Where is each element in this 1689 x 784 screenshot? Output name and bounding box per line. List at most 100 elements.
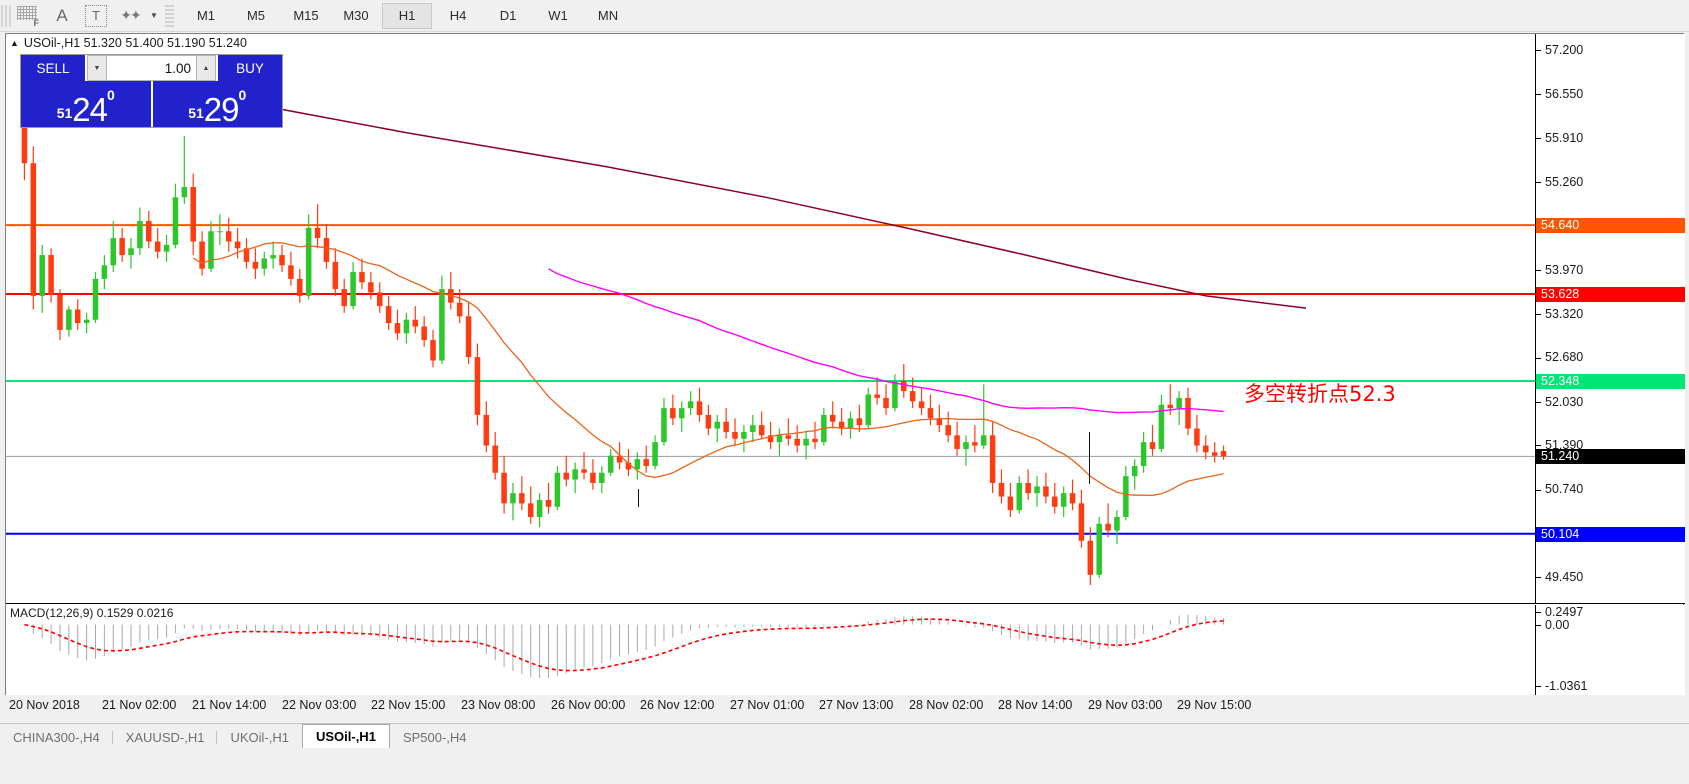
resistance-level-tag[interactable]: 54.640 [1536,218,1685,234]
macd-tick: 0.2497 [1536,605,1583,619]
time-axis-label: 26 Nov 12:00 [640,698,715,712]
buy-button[interactable]: BUY [218,55,282,81]
sell-price-sup: 0 [107,87,115,103]
time-axis: 20 Nov 2018 21 Nov 02:00 21 Nov 14:00 22 No… [5,697,1684,717]
main-toolbar: F A T ✦✦ ▼ M1 M5 M15 M30 H1 H4 D1 W1 MN [0,0,1689,32]
macd-series [24,614,1225,679]
price-plot-area[interactable] [6,34,1535,603]
price-tick: 50.740 [1536,482,1583,496]
macd-label: MACD(12,26,9) 0.1529 0.0216 [10,606,174,620]
tab-separator [216,731,218,744]
chart-annotation: 多空转折点52.3 [1244,382,1396,406]
price-marker-line [638,489,639,507]
time-axis-label: 27 Nov 01:00 [730,698,805,712]
price-tick: 53.320 [1536,307,1583,321]
chart-tab-label: XAUUSD-,H1 [125,730,205,745]
price-tick: 49.450 [1536,570,1583,584]
pivot-level-tag[interactable]: 52.348 [1536,374,1685,390]
time-axis-label: 21 Nov 14:00 [192,698,267,712]
timeframe-group: M1 M5 M15 M30 H1 H4 D1 W1 MN [182,2,632,29]
volume-decrease-icon[interactable]: ▼ [87,55,107,81]
timeframe-m15[interactable]: M15 [293,8,319,23]
time-axis-label: 28 Nov 14:00 [998,698,1073,712]
toolbar-grip[interactable] [1,4,11,27]
price-tick: 52.030 [1536,395,1583,409]
chart-header: ▲ USOil-,H1 51.320 51.400 51.190 51.240 [10,36,247,50]
timeframe-m1[interactable]: M1 [196,8,216,23]
timeframe-h1[interactable]: H1 [382,2,432,29]
timeframe-h4[interactable]: H4 [449,8,467,23]
collapse-triangle-icon[interactable]: ▲ [10,38,19,48]
chart-tab-label: UKOil-,H1 [230,730,289,745]
chart-symbol-ohlc: USOil-,H1 51.320 51.400 51.190 51.240 [23,36,247,50]
current-price-tag[interactable]: 51.240 [1536,449,1685,465]
objects-wand-icon[interactable]: ✦✦ [120,7,142,23]
text-label-icon[interactable]: A [56,5,68,25]
one-click-trading-panel[interactable]: SELL ▼ 1.00 ▲ BUY 51 24 0 51 [20,54,283,128]
time-axis-label: 29 Nov 03:00 [1088,698,1163,712]
macd-axis[interactable]: 0.2497 0.00 -1.0361 [1535,605,1685,695]
time-axis-label: 23 Nov 08:00 [461,698,536,712]
price-tick: 55.910 [1536,131,1583,145]
candlestick-series [6,60,1535,585]
support-level-tag[interactable]: 50.104 [1536,526,1685,542]
price-marker-line [1089,432,1090,484]
buy-price-box[interactable]: 51 29 0 [152,81,282,128]
chart-tab-sp500[interactable]: SP500-,H4 [390,727,480,748]
occ-controls-row: SELL ▼ 1.00 ▲ BUY [21,55,282,81]
sell-price-main: 24 [72,91,108,128]
chart-tab-label: USOil-,H1 [315,729,376,744]
toolbar-separator [165,4,174,27]
volume-input[interactable]: 1.00 [107,55,196,81]
text-box-icon[interactable]: T [79,3,113,29]
price-tick: 52.680 [1536,350,1583,364]
buy-price-prefix: 51 [188,105,204,121]
volume-increase-icon[interactable]: ▲ [196,55,216,81]
time-axis-label: 22 Nov 15:00 [371,698,446,712]
time-axis-label: 22 Nov 03:00 [282,698,357,712]
volume-stepper[interactable]: ▼ 1.00 ▲ [87,55,216,81]
buy-price-main: 29 [203,91,240,128]
timeframe-m30[interactable]: M30 [343,8,369,23]
time-axis-label: 27 Nov 13:00 [819,698,894,712]
time-axis-label: 26 Nov 00:00 [551,698,626,712]
chevron-down-icon[interactable]: ▼ [150,11,158,20]
price-tick: 56.550 [1536,87,1583,101]
occ-price-row: 51 24 0 51 29 0 [21,81,282,127]
resistance-level-tag-2[interactable]: 53.628 [1536,286,1685,302]
timeframe-d1[interactable]: D1 [499,8,517,23]
buy-price-sup: 0 [238,87,247,103]
chart-tab-ukoil[interactable]: UKOil-,H1 [217,727,302,748]
price-tick: 55.260 [1536,175,1583,189]
chart-tab-china300[interactable]: CHINA300-,H4 [0,727,113,748]
sell-price-prefix: 51 [56,105,73,121]
sell-button[interactable]: SELL [21,55,85,81]
time-axis-label: 29 Nov 15:00 [1177,698,1252,712]
chart-tab-label: CHINA300-,H4 [13,730,100,745]
price-tick: 51.390 [1536,438,1583,452]
macd-tick: 0.00 [1536,618,1569,632]
sell-price-box[interactable]: 51 24 0 [21,81,151,127]
chart-tab-usoil[interactable]: USOil-,H1 [301,724,390,748]
timeframe-m5[interactable]: M5 [246,8,266,23]
macd-tick: -1.0361 [1536,679,1587,693]
chart-tabs: CHINA300-,H4 XAUUSD-,H1 UKOil-,H1 USOil-,H1… [0,724,480,748]
price-tick: 57.200 [1536,43,1583,57]
timeframe-w1[interactable]: W1 [548,8,568,23]
time-axis-label: 28 Nov 02:00 [909,698,984,712]
timeframe-mn[interactable]: MN [597,8,619,23]
price-tick: 53.970 [1536,263,1583,277]
time-axis-label: 21 Nov 02:00 [102,698,177,712]
chart-window[interactable]: 57.200 56.550 55.910 55.260 53.970 53.320 52.6… [5,33,1685,695]
fibo-icon[interactable]: F [11,3,45,29]
tab-separator [111,731,113,744]
macd-plot-area[interactable] [6,605,1535,695]
macd-pane[interactable]: 0.2497 0.00 -1.0361 MACD(12,26,9) 0.1529 0… [6,605,1685,695]
chart-tab-label: SP500-,H4 [402,730,467,745]
chart-tab-bar: CHINA300-,H4 XAUUSD-,H1 UKOil-,H1 USOil-,H1… [0,723,1689,784]
price-axis[interactable]: 57.200 56.550 55.910 55.260 53.970 53.320 52.6… [1535,34,1685,603]
chart-tab-xauusd[interactable]: XAUUSD-,H1 [113,727,218,748]
time-axis-label: 20 Nov 2018 [9,698,80,712]
price-pane[interactable]: 57.200 56.550 55.910 55.260 53.970 53.320 52.6… [6,34,1685,604]
